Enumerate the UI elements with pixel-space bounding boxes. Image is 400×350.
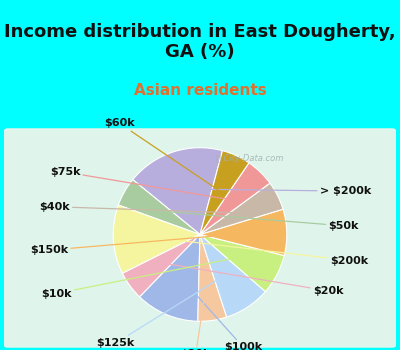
Text: $200k: $200k	[152, 237, 368, 266]
Wedge shape	[133, 148, 222, 234]
Text: Income distribution in East Dougherty,
GA (%): Income distribution in East Dougherty, G…	[4, 23, 396, 62]
Text: $10k: $10k	[41, 257, 242, 299]
Wedge shape	[118, 180, 200, 235]
Text: $125k: $125k	[97, 274, 226, 348]
Wedge shape	[200, 234, 265, 317]
Text: $60k: $60k	[104, 118, 220, 191]
Wedge shape	[198, 234, 227, 321]
Text: Asian residents: Asian residents	[134, 83, 266, 98]
Wedge shape	[200, 234, 284, 292]
Text: $50k: $50k	[158, 211, 359, 231]
Text: $40k: $40k	[39, 202, 243, 213]
Wedge shape	[200, 163, 270, 234]
Text: $100k: $100k	[182, 279, 262, 350]
Text: $30k: $30k	[180, 282, 211, 350]
Wedge shape	[200, 209, 287, 256]
FancyBboxPatch shape	[4, 128, 396, 348]
Text: $150k: $150k	[30, 233, 248, 255]
Text: $75k: $75k	[50, 167, 233, 200]
Text: $20k: $20k	[162, 263, 343, 296]
Wedge shape	[200, 150, 249, 234]
Wedge shape	[113, 205, 200, 273]
Wedge shape	[200, 183, 283, 235]
Text: ⓘ City-Data.com: ⓘ City-Data.com	[216, 154, 284, 163]
Wedge shape	[140, 234, 200, 321]
Wedge shape	[122, 234, 200, 297]
Text: > $200k: > $200k	[185, 186, 371, 196]
